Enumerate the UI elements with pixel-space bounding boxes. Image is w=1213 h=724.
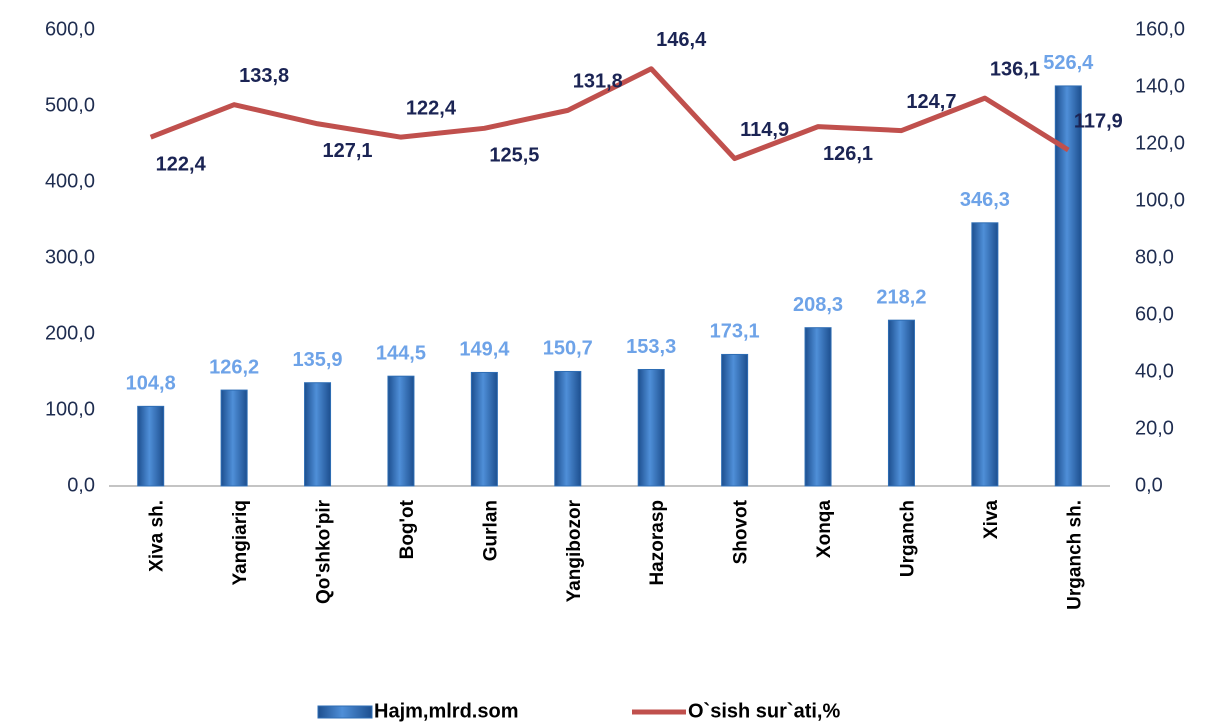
bar <box>470 371 498 487</box>
y2-tick-label: 160,0 <box>1135 18 1185 40</box>
y-tick-label: 500,0 <box>45 94 95 116</box>
x-tick-label: Shovot <box>731 499 752 564</box>
bar <box>887 319 915 487</box>
bar <box>387 375 415 487</box>
bar <box>971 222 999 487</box>
x-tick-label: Hazorasp <box>647 500 668 586</box>
x-tick-label: Qo'shko'pir <box>314 499 335 604</box>
y2-tick-label: 40,0 <box>1135 360 1174 382</box>
x-tick-label: Urganch sh. <box>1064 500 1085 610</box>
y2-tick-label: 140,0 <box>1135 75 1185 97</box>
bar-value-label: 153,3 <box>626 336 676 358</box>
legend-label: Hajm,mlrd.som <box>374 700 518 722</box>
line-value-label: 122,4 <box>406 97 457 119</box>
line-value-label: 125,5 <box>489 145 539 167</box>
y2-tick-label: 20,0 <box>1135 417 1174 439</box>
bar-value-label: 346,3 <box>960 189 1010 211</box>
y-tick-label: 100,0 <box>45 398 95 420</box>
line-value-label: 133,8 <box>239 65 289 87</box>
x-tick-label: Xiva <box>981 500 1002 540</box>
bar-value-label: 135,9 <box>293 349 343 371</box>
bar-value-label: 526,4 <box>1043 52 1094 74</box>
line-value-label: 122,4 <box>156 153 207 175</box>
bar <box>637 368 665 487</box>
bar-value-label: 173,1 <box>710 321 760 343</box>
line-value-label: 146,4 <box>656 29 707 51</box>
y2-tick-label: 120,0 <box>1135 132 1185 154</box>
line-value-label: 114,9 <box>740 119 789 141</box>
bar-value-label: 218,2 <box>876 286 926 308</box>
bar <box>1054 85 1082 487</box>
y-tick-label: 600,0 <box>45 18 95 40</box>
x-tick-label: Yangibozor <box>564 499 585 602</box>
x-tick-label: Urganch <box>897 500 918 577</box>
legend-label: O`sish sur`ati,% <box>688 700 840 722</box>
bar-value-label: 150,7 <box>543 338 593 360</box>
x-tick-label: Yangiariq <box>230 500 251 586</box>
line-value-label: 126,1 <box>823 143 873 165</box>
y2-tick-label: 60,0 <box>1135 303 1174 325</box>
y-tick-label: 200,0 <box>45 322 95 344</box>
bar <box>554 370 582 487</box>
line-value-label: 136,1 <box>990 58 1040 80</box>
bar-value-label: 126,2 <box>209 356 259 378</box>
line-value-label: 131,8 <box>573 71 623 93</box>
bar <box>137 405 165 487</box>
bar <box>721 353 749 487</box>
x-tick-label: Xonqa <box>814 500 835 558</box>
y2-tick-label: 80,0 <box>1135 246 1174 268</box>
bar-value-label: 144,5 <box>376 342 426 364</box>
y-tick-label: 300,0 <box>45 246 95 268</box>
legend-swatch-bar <box>317 705 373 719</box>
bar-value-label: 208,3 <box>793 294 843 316</box>
bar <box>304 382 332 487</box>
y2-tick-label: 0,0 <box>1135 474 1163 496</box>
line-value-label: 117,9 <box>1074 110 1123 132</box>
y-tick-label: 400,0 <box>45 170 95 192</box>
line-value-label: 124,7 <box>906 91 956 113</box>
x-tick-label: Bog'ot <box>397 499 418 559</box>
bar-value-label: 104,8 <box>126 373 176 395</box>
y-tick-label: 0,0 <box>67 474 95 496</box>
bar <box>804 327 832 487</box>
line-series <box>149 66 1070 162</box>
bar <box>220 389 248 487</box>
y2-tick-label: 100,0 <box>1135 189 1185 211</box>
x-tick-label: Gurlan <box>480 500 501 561</box>
x-tick-label: Xiva sh. <box>147 500 168 572</box>
bar-value-label: 149,4 <box>459 339 510 361</box>
line-value-label: 127,1 <box>323 140 373 162</box>
